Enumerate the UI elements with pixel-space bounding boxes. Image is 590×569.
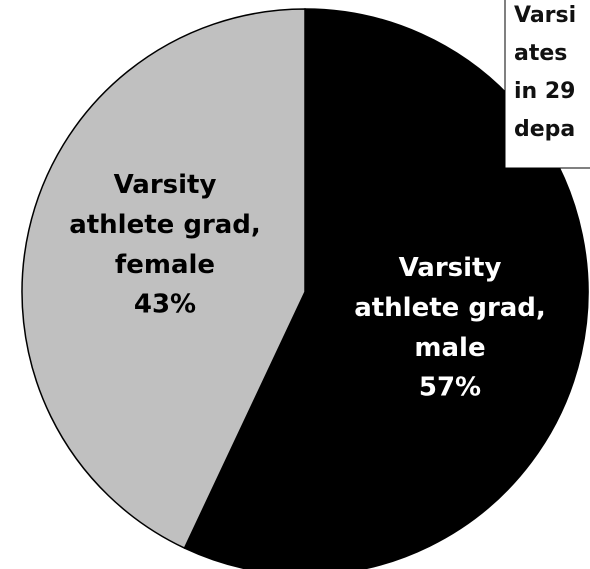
pie-slice [183, 8, 589, 569]
title-line: ates [514, 41, 567, 66]
title-line: in 29 [514, 79, 575, 104]
title-line: depa [514, 117, 575, 142]
slice-label: Varsity athlete grad, female [69, 170, 261, 280]
pie-slice [21, 8, 306, 550]
title: Varsi ates in 29 depa [514, 3, 576, 142]
pie: Varsity athlete grad, male 57% Varsity athlet… [21, 8, 589, 569]
title-line: Varsi [514, 3, 576, 28]
slice-value-label: 43% [134, 290, 196, 320]
slice-label: Varsity athlete grad, male [354, 253, 546, 363]
slice-value-label: 57% [419, 373, 481, 403]
title-box [504, 0, 590, 169]
